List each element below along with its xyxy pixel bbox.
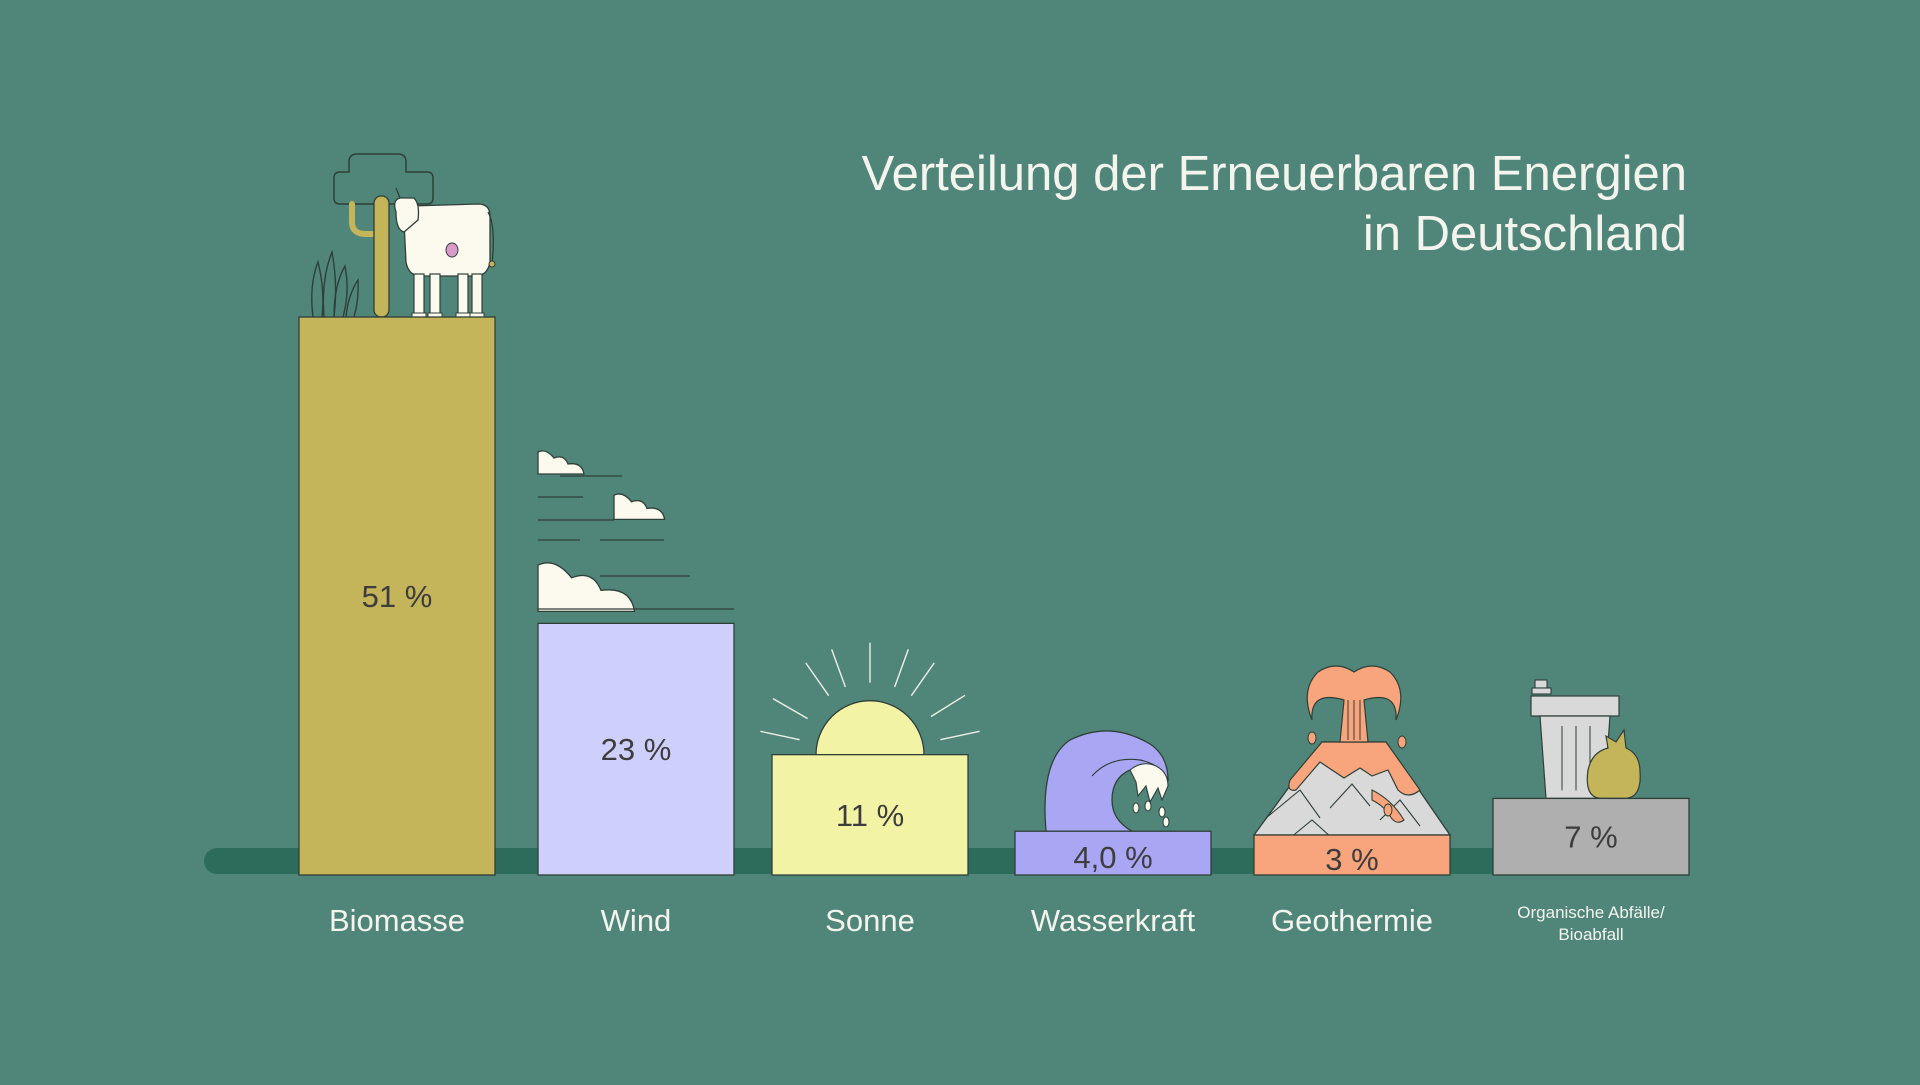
data-label: 3 %	[1325, 842, 1378, 877]
bar	[1014, 830, 1212, 876]
bar	[1253, 834, 1451, 876]
bar	[537, 622, 735, 876]
data-label: 51 %	[362, 579, 433, 614]
category-label: Bioabfall	[1558, 925, 1623, 944]
chart-title-line-1: Verteilung der Erneuerbaren Energien	[862, 147, 1687, 201]
icons-layer	[311, 153, 1641, 839]
wave-icon	[1044, 730, 1170, 832]
clouds-wind-icon	[537, 450, 734, 613]
bar	[771, 753, 969, 876]
category-label: Organische Abfälle/	[1517, 903, 1665, 922]
sun-icon	[760, 642, 980, 756]
category-label: Biomasse	[329, 903, 465, 938]
data-label: 11 %	[836, 798, 904, 833]
bar	[298, 316, 496, 876]
category-label: Geothermie	[1271, 903, 1433, 938]
chart-title: Verteilung der Erneuerbaren Energien in …	[862, 147, 1687, 261]
category-label: Wind	[601, 903, 672, 938]
bars-layer	[298, 316, 1690, 876]
labels-layer: 51 % Biomasse 23 % Wind 11 % Sonne 4,0 % Wasser…	[329, 579, 1665, 944]
chart-title-line-2: in Deutschland	[1363, 207, 1687, 261]
data-label: 7 %	[1564, 820, 1617, 855]
category-label: Wasserkraft	[1031, 903, 1196, 938]
trash-bin-icon	[1530, 679, 1641, 800]
data-label: 23 %	[601, 732, 672, 767]
bar	[1492, 797, 1690, 876]
category-label: Sonne	[825, 903, 915, 938]
plants-cow-icon	[311, 153, 496, 318]
volcano-icon	[1252, 665, 1452, 839]
data-label: 4,0 %	[1073, 840, 1152, 875]
